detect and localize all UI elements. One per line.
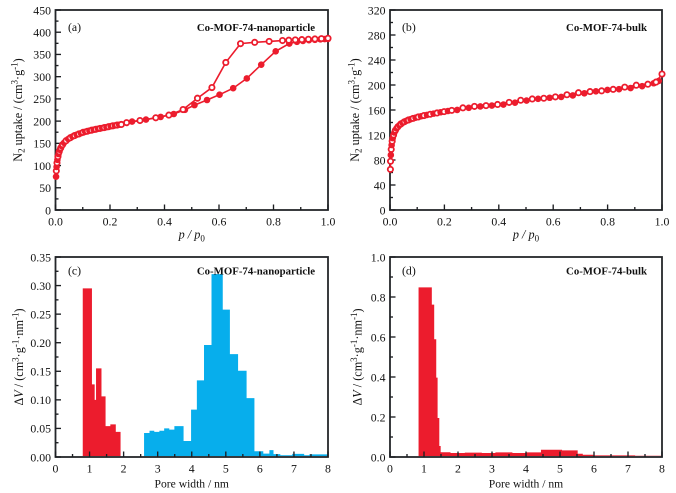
svg-text:6: 6: [257, 462, 263, 476]
svg-text:N2 uptake / (cm3·g-1): N2 uptake / (cm3·g-1): [347, 58, 364, 162]
svg-text:1.0: 1.0: [371, 250, 386, 264]
svg-text:0.10: 0.10: [30, 393, 51, 407]
svg-text:0.8: 0.8: [600, 215, 615, 229]
svg-text:0.0: 0.0: [383, 215, 398, 229]
svg-text:6: 6: [591, 462, 597, 476]
svg-text:ΔV / (cm3·g-1·nm-1): ΔV / (cm3·g-1·nm-1): [10, 308, 26, 405]
svg-text:(d): (d): [402, 264, 416, 278]
svg-text:100: 100: [33, 159, 51, 173]
svg-text:0.25: 0.25: [30, 307, 51, 321]
svg-text:4: 4: [189, 462, 195, 476]
svg-text:Pore width / nm: Pore width / nm: [489, 478, 563, 491]
svg-text:7: 7: [291, 462, 297, 476]
svg-text:0: 0: [380, 203, 386, 217]
svg-text:p / p0: p / p0: [512, 228, 540, 244]
svg-text:p / p0: p / p0: [178, 228, 206, 244]
svg-text:0.8: 0.8: [371, 290, 386, 304]
svg-text:50: 50: [39, 181, 51, 195]
svg-text:0.20: 0.20: [30, 336, 51, 350]
svg-text:0.4: 0.4: [491, 215, 506, 229]
svg-text:160: 160: [368, 103, 386, 117]
svg-text:150: 150: [33, 137, 51, 151]
svg-text:(c): (c): [68, 264, 81, 278]
svg-text:0: 0: [45, 203, 51, 217]
svg-text:0.2: 0.2: [437, 215, 452, 229]
svg-text:250: 250: [33, 92, 51, 106]
svg-text:280: 280: [368, 28, 386, 42]
svg-text:0: 0: [387, 462, 393, 476]
svg-text:350: 350: [33, 48, 51, 62]
svg-text:1.0: 1.0: [655, 215, 670, 229]
svg-text:0.4: 0.4: [371, 370, 386, 384]
svg-text:0.35: 0.35: [30, 250, 51, 264]
svg-text:7: 7: [625, 462, 631, 476]
svg-text:0.05: 0.05: [30, 422, 51, 436]
svg-text:240: 240: [368, 53, 386, 67]
svg-text:0.0: 0.0: [48, 215, 63, 229]
svg-text:0.2: 0.2: [371, 410, 386, 424]
svg-text:N2 uptake / (cm3·g-1): N2 uptake / (cm3·g-1): [9, 58, 26, 162]
svg-text:400: 400: [33, 26, 51, 40]
svg-text:Co-MOF-74-nanoparticle: Co-MOF-74-nanoparticle: [197, 266, 315, 278]
svg-text:1: 1: [421, 462, 427, 476]
svg-text:Co-MOF-74-bulk: Co-MOF-74-bulk: [566, 22, 647, 34]
svg-text:Co-MOF-74-nanoparticle: Co-MOF-74-nanoparticle: [197, 22, 315, 34]
svg-text:0.15: 0.15: [30, 365, 51, 379]
svg-text:0: 0: [53, 462, 59, 476]
svg-text:40: 40: [374, 178, 386, 192]
svg-text:Pore width / nm: Pore width / nm: [155, 478, 229, 491]
svg-text:0.30: 0.30: [30, 279, 51, 293]
svg-text:ΔV / (cm3·g-1·nm-1): ΔV / (cm3·g-1·nm-1): [349, 308, 365, 405]
svg-text:2: 2: [455, 462, 461, 476]
svg-text:0.8: 0.8: [266, 215, 281, 229]
svg-text:8: 8: [325, 462, 331, 476]
svg-text:300: 300: [33, 70, 51, 84]
svg-text:1: 1: [87, 462, 93, 476]
svg-text:8: 8: [659, 462, 665, 476]
svg-text:0.00: 0.00: [30, 450, 51, 464]
svg-text:0.6: 0.6: [371, 330, 386, 344]
svg-text:80: 80: [374, 153, 386, 167]
svg-text:0.0: 0.0: [371, 450, 386, 464]
svg-text:(b): (b): [402, 20, 416, 34]
svg-text:200: 200: [368, 78, 386, 92]
svg-text:0.2: 0.2: [103, 215, 118, 229]
svg-text:3: 3: [489, 462, 495, 476]
svg-text:2: 2: [121, 462, 127, 476]
svg-text:1.0: 1.0: [321, 215, 336, 229]
svg-text:120: 120: [368, 128, 386, 142]
svg-text:4: 4: [523, 462, 529, 476]
svg-text:320: 320: [368, 3, 386, 17]
svg-text:5: 5: [557, 462, 563, 476]
svg-text:5: 5: [223, 462, 229, 476]
svg-text:0.6: 0.6: [546, 215, 561, 229]
svg-text:0.4: 0.4: [157, 215, 172, 229]
svg-text:Co-MOF-74-bulk: Co-MOF-74-bulk: [566, 266, 647, 278]
svg-text:200: 200: [33, 114, 51, 128]
svg-text:450: 450: [33, 3, 51, 17]
svg-text:(a): (a): [68, 20, 81, 34]
svg-text:0.6: 0.6: [212, 215, 227, 229]
svg-text:3: 3: [155, 462, 161, 476]
